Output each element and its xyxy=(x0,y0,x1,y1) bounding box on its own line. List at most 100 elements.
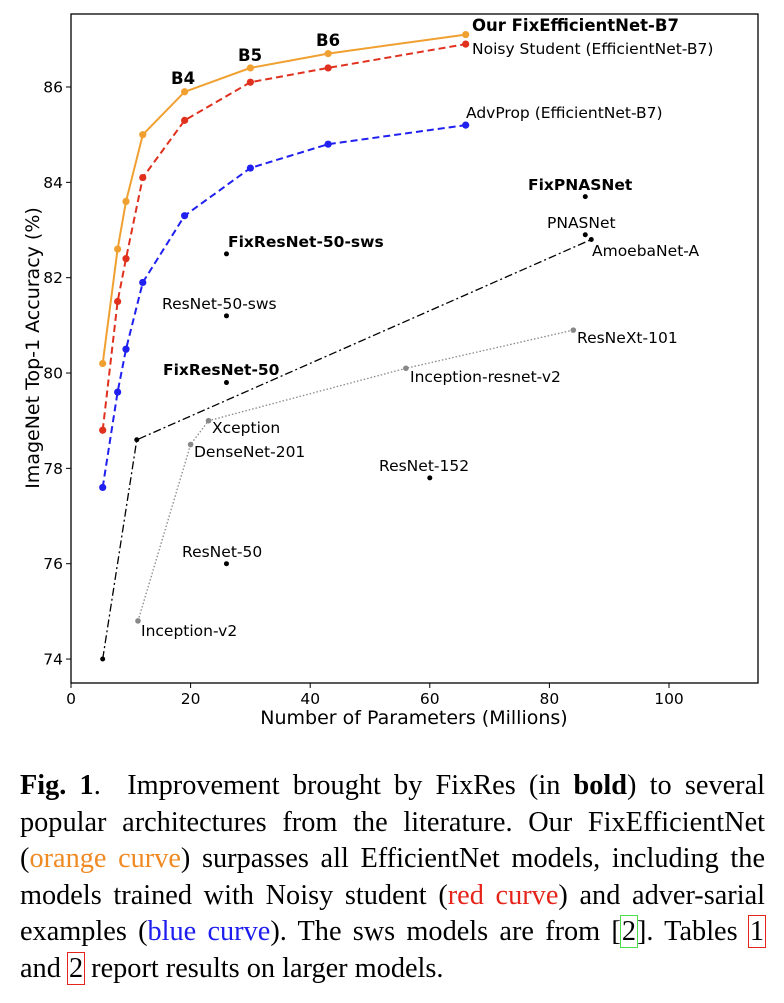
data-point xyxy=(223,251,229,257)
annotation-inception-v2: Inception-v2 xyxy=(141,622,237,640)
x-tick-label: 20 xyxy=(181,690,201,708)
data-point xyxy=(114,245,122,253)
data-point xyxy=(181,116,189,124)
data-point xyxy=(462,40,470,48)
data-point xyxy=(223,380,229,386)
caption-text-1: Improvement brought by FixRes (in xyxy=(127,770,574,801)
plot-marks xyxy=(99,30,594,662)
series-2 xyxy=(99,121,470,492)
annotation-b4: B4 xyxy=(171,69,195,88)
annotation-xception: Xception xyxy=(212,419,280,437)
x-tick-label: 80 xyxy=(540,690,560,708)
annotation-fixeffnet-b7: Our FixEfficientNet-B7 xyxy=(472,16,679,35)
series-1 xyxy=(99,40,470,434)
data-point xyxy=(139,131,147,139)
y-tick-label: 78 xyxy=(43,460,63,478)
annotation-b5: B5 xyxy=(238,46,262,65)
caption-orange-curve: orange curve xyxy=(29,843,181,875)
x-tick-label: 100 xyxy=(654,690,684,708)
data-point xyxy=(570,327,577,333)
table-1-link[interactable]: 1 xyxy=(747,915,767,949)
data-point xyxy=(181,88,189,96)
caption-red-curve: red curve xyxy=(447,879,559,911)
data-point xyxy=(99,426,107,434)
caption-blue-curve: blue curve xyxy=(147,916,271,948)
data-point xyxy=(134,437,140,443)
series-line xyxy=(101,33,466,364)
annotation-fixresnet50: FixResNet-50 xyxy=(163,361,280,379)
y-tick-label: 84 xyxy=(43,174,63,192)
y-tick-label: 86 xyxy=(43,79,63,97)
data-point xyxy=(582,232,588,238)
annotation-amoebanet: AmoebaNet-A xyxy=(592,242,700,260)
series-3 xyxy=(100,237,594,662)
y-axis-ticks: 74 76 78 80 82 84 86 xyxy=(43,79,71,669)
caption-text-3: ) surpasses all EfficientNet models, inc… xyxy=(20,843,766,911)
caption-fig-label: Fig. 1 xyxy=(20,770,94,801)
annotation-b6: B6 xyxy=(316,31,340,50)
caption-text-2: ) to several popular architectures from … xyxy=(20,770,765,875)
data-point xyxy=(139,173,147,182)
data-point xyxy=(187,441,194,448)
annotation-fixpnasnet: FixPNASNet xyxy=(528,176,633,194)
plot-frame xyxy=(70,13,759,684)
data-point xyxy=(122,197,130,206)
caption-text-7: and xyxy=(20,952,68,984)
figure-caption: Fig. 1. Improvement brought by FixRes (i… xyxy=(20,768,767,988)
x-tick-label: 0 xyxy=(66,690,76,708)
data-point xyxy=(122,255,130,263)
annotation-inc-resnet: Inception-resnet-v2 xyxy=(410,368,561,386)
annotation-fixresnet50-sws: FixResNet-50-sws xyxy=(228,233,384,251)
annotation-pnasnet: PNASNet xyxy=(547,214,616,232)
y-tick-label: 76 xyxy=(43,555,63,573)
annotation-advprop-b7: AdvProp (EfficientNet-B7) xyxy=(466,104,663,122)
annotation-resnet152: ResNet-152 xyxy=(379,457,469,475)
data-point xyxy=(246,78,254,86)
caption-period: . xyxy=(93,770,101,801)
series-0 xyxy=(99,30,470,368)
accuracy-vs-params-chart: 0 20 40 60 80 100 74 76 78 80 82 84 86 Number of Pa… xyxy=(22,13,759,729)
data-point xyxy=(114,388,122,396)
data-point xyxy=(223,313,229,319)
y-tick-label: 80 xyxy=(43,365,63,383)
data-point xyxy=(588,237,594,243)
data-point xyxy=(205,417,212,424)
citation-link[interactable]: 2 xyxy=(619,915,638,949)
data-point xyxy=(324,50,332,58)
caption-text-4: ) and adver-sarial examples ( xyxy=(20,879,766,948)
data-point xyxy=(246,164,254,172)
data-point xyxy=(223,561,229,567)
annotation-resnet50-sws: ResNet-50-sws xyxy=(162,295,277,313)
data-point xyxy=(403,365,409,372)
table-2-link[interactable]: 2 xyxy=(66,951,86,985)
x-axis-label: Number of Parameters (Millions) xyxy=(260,707,567,729)
caption-text-5: ). The sws models are from [ xyxy=(270,916,621,948)
data-point xyxy=(100,656,106,662)
x-axis-ticks: 0 20 40 60 80 100 xyxy=(66,683,684,708)
series-line xyxy=(101,124,466,488)
data-point xyxy=(135,618,141,624)
y-axis-label: ImageNet Top-1 Accuracy (%) xyxy=(22,207,44,489)
data-point xyxy=(324,140,332,148)
series-line xyxy=(101,43,466,431)
data-point xyxy=(582,194,588,200)
data-point xyxy=(324,64,332,72)
x-tick-label: 40 xyxy=(300,690,320,708)
data-point xyxy=(139,278,147,287)
annotation-resnet50: ResNet-50 xyxy=(182,543,262,561)
annotation-resnext: ResNeXt-101 xyxy=(577,329,678,347)
data-point xyxy=(427,475,433,481)
data-point xyxy=(122,345,130,353)
data-point xyxy=(246,64,254,72)
caption-text-6: ]. Tables xyxy=(636,916,749,948)
annotation-noisy-b7: Noisy Student (EfficientNet-B7) xyxy=(472,40,713,58)
data-point xyxy=(462,121,470,129)
y-tick-label: 82 xyxy=(43,269,63,287)
annotation-densenet: DenseNet-201 xyxy=(194,443,305,461)
data-point xyxy=(462,30,470,39)
annotations: B4 B5 B6 Our FixEfficientNet-B7 Noisy St… xyxy=(141,16,713,640)
x-tick-label: 60 xyxy=(420,690,440,708)
data-point xyxy=(99,359,107,368)
data-point xyxy=(99,483,107,492)
data-point xyxy=(181,212,189,220)
